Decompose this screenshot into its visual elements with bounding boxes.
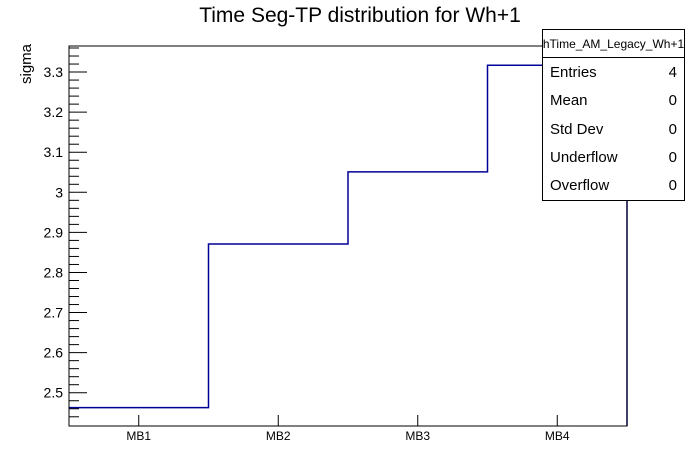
stats-row-value: 0 <box>668 177 677 195</box>
y-axis-title: sigma <box>18 43 35 84</box>
y-axis-ticks: 2.5 2.6 2.7 2.8 2.9 3 3.1 3.2 3.3 <box>44 64 87 401</box>
stats-box: hTime_AM_Legacy_Wh+1 Entries 4 Mean 0 St… <box>542 29 685 201</box>
stats-box-title: hTime_AM_Legacy_Wh+1 <box>543 30 684 58</box>
stats-rows: Entries 4 Mean 0 Std Dev 0 Underflow 0 O… <box>543 58 684 200</box>
svg-text:3.3: 3.3 <box>44 64 64 80</box>
svg-text:3.2: 3.2 <box>44 104 64 120</box>
svg-text:2.7: 2.7 <box>44 305 64 321</box>
svg-text:2.5: 2.5 <box>44 385 64 401</box>
stats-row-value: 0 <box>668 92 677 110</box>
stats-row: Underflow 0 <box>543 143 684 171</box>
svg-text:sigma: sigma <box>18 43 35 84</box>
svg-text:MB1: MB1 <box>126 429 151 443</box>
plot-title: Time Seg-TP distribution for Wh+1 <box>199 4 521 27</box>
stats-row: Mean 0 <box>543 86 684 114</box>
x-axis-ticks: MB1 MB2 MB3 MB4 <box>126 415 570 443</box>
svg-text:2.6: 2.6 <box>44 345 64 361</box>
stats-row-label: Overflow <box>550 177 610 195</box>
y-axis-minor-ticks <box>69 47 79 418</box>
stats-row-label: Std Dev <box>550 120 604 138</box>
svg-text:MB3: MB3 <box>405 429 430 443</box>
stats-row-value: 0 <box>668 120 677 138</box>
stats-row: Std Dev 0 <box>543 115 684 143</box>
stats-row-label: Entries <box>550 63 597 81</box>
stats-row: Entries 4 <box>543 58 684 86</box>
svg-text:2.9: 2.9 <box>44 224 64 240</box>
stats-row-label: Mean <box>550 92 588 110</box>
svg-text:3: 3 <box>55 184 63 200</box>
stats-row: Overflow 0 <box>543 172 684 200</box>
stats-row-value: 0 <box>668 148 677 166</box>
plot-frame <box>68 45 628 427</box>
svg-text:2.8: 2.8 <box>44 264 64 280</box>
svg-text:MB4: MB4 <box>545 429 570 443</box>
stats-row-value: 4 <box>668 63 677 81</box>
svg-text:3.1: 3.1 <box>44 144 64 160</box>
stats-row-label: Underflow <box>550 148 618 166</box>
svg-text:MB2: MB2 <box>266 429 291 443</box>
